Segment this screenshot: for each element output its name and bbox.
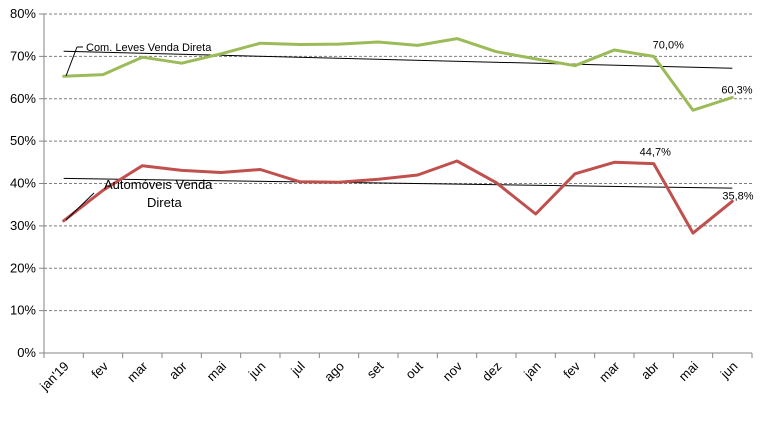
series-annotations: Com. Leves Venda Direta Automóveis Venda… bbox=[65, 42, 213, 221]
x-tick-label: mar bbox=[124, 358, 151, 385]
y-tick-label: 0% bbox=[17, 345, 36, 360]
series-line-1 bbox=[62, 159, 734, 235]
data-labels: 70,0% 60,3% 44,7% 35,8% bbox=[640, 39, 754, 202]
x-tick-label: dez bbox=[479, 359, 504, 384]
gridlines bbox=[44, 13, 752, 312]
y-tick-label: 10% bbox=[10, 303, 36, 318]
x-tick-label: jun bbox=[245, 359, 269, 383]
x-tick-label: fev bbox=[88, 358, 111, 381]
x-tick-label: jul bbox=[287, 358, 308, 379]
x-tick-label: mai bbox=[676, 358, 701, 383]
y-tick-label: 60% bbox=[10, 91, 36, 106]
x-tick-label: abr bbox=[638, 358, 662, 382]
data-label: 44,7% bbox=[640, 147, 671, 159]
series-line-0 bbox=[62, 37, 734, 112]
y-tick-label: 80% bbox=[10, 6, 36, 21]
y-tick-label: 40% bbox=[10, 176, 36, 191]
trend-line-0 bbox=[63, 50, 733, 69]
x-axis-ticks: jan'19 fev mar abr mai jun jul ago set out nov dez j… bbox=[36, 353, 753, 395]
y-tick-label: 50% bbox=[10, 133, 36, 148]
x-tick-label: mai bbox=[204, 358, 229, 383]
x-tick-label: ago bbox=[321, 359, 347, 385]
data-label: 35,8% bbox=[722, 190, 753, 202]
data-label: 60,3% bbox=[721, 84, 752, 96]
x-tick-label: nov bbox=[440, 358, 466, 384]
series-lines bbox=[62, 37, 734, 235]
x-tick-label: jun bbox=[717, 359, 741, 383]
com-leves-annotation: Com. Leves Venda Direta bbox=[86, 42, 212, 54]
x-tick-label: fev bbox=[560, 358, 583, 381]
trend-line-1 bbox=[63, 177, 733, 189]
y-tick-label: 20% bbox=[10, 260, 36, 275]
y-tick-label: 30% bbox=[10, 218, 36, 233]
y-tick-label: 70% bbox=[10, 48, 36, 63]
x-tick-label: abr bbox=[166, 358, 190, 382]
y-axis-ticks: 0% 10% 20% 30% 40% 50% 60% 70% 80% bbox=[10, 6, 44, 360]
automoveis-annotation-line1: Automóveis Venda bbox=[104, 177, 213, 192]
com-leves-leader-line bbox=[65, 46, 78, 77]
trend-lines bbox=[63, 50, 733, 189]
automoveis-annotation-line2: Direta bbox=[147, 195, 182, 210]
x-tick-label: jan bbox=[520, 359, 544, 383]
data-label: 70,0% bbox=[653, 39, 684, 51]
x-tick-label: out bbox=[402, 358, 426, 382]
x-tick-label: mar bbox=[596, 358, 623, 385]
x-tick-label: set bbox=[364, 358, 387, 381]
automoveis-leader-line bbox=[65, 192, 95, 221]
x-tick-label: jan'19 bbox=[36, 359, 72, 395]
